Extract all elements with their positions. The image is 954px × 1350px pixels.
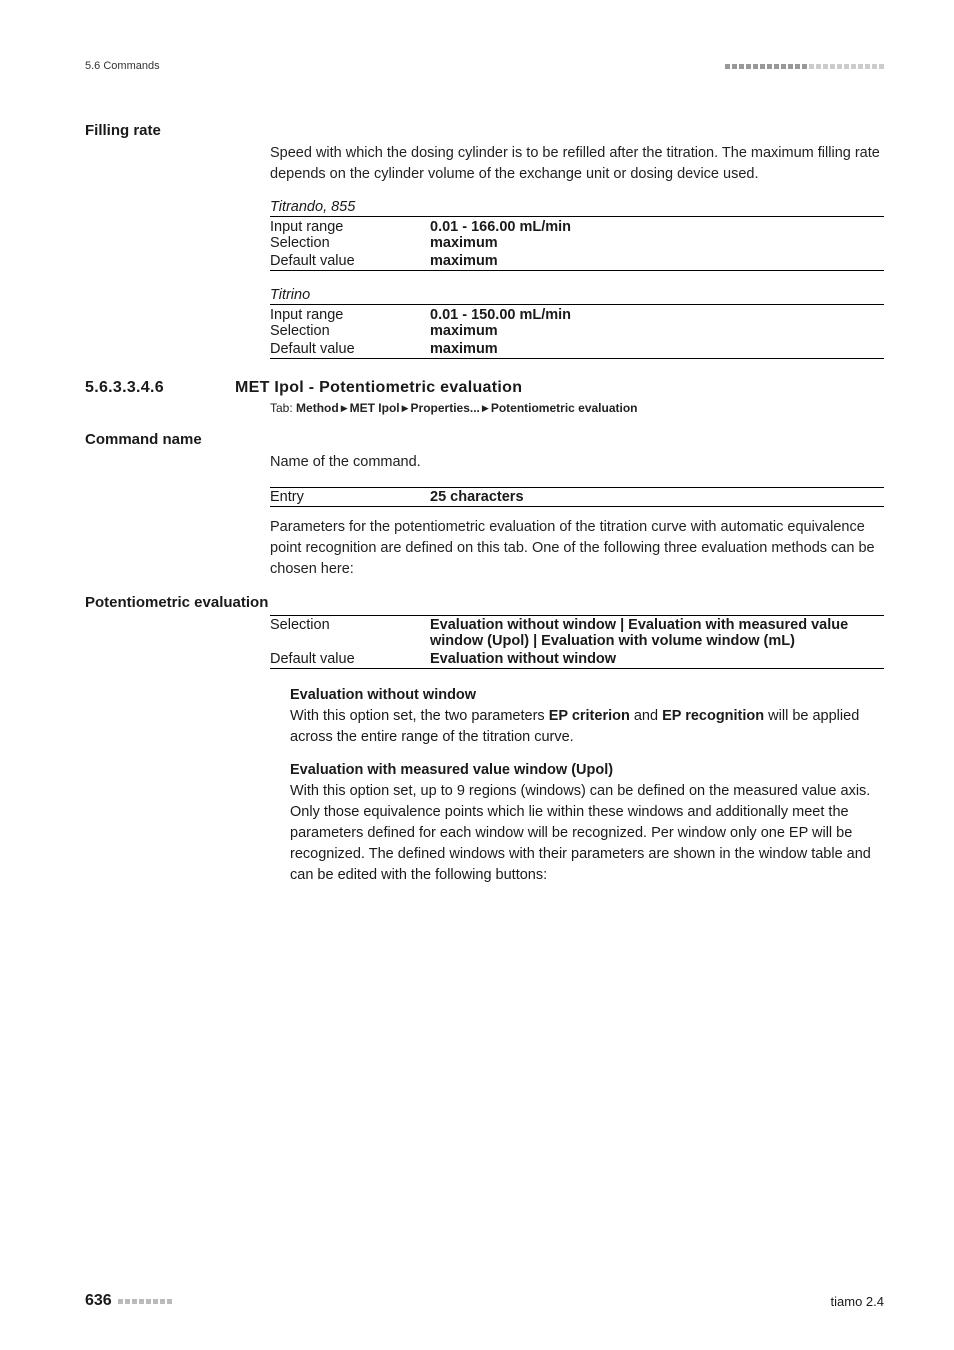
filling-rate-title: Filling rate xyxy=(85,122,884,139)
pot-eval-table: Selection Evaluation without window | Ev… xyxy=(270,615,884,669)
param-label: Input range xyxy=(270,307,430,323)
triangle-icon: ▶ xyxy=(480,403,491,413)
entry-label: Entry xyxy=(270,489,430,505)
subsection-number: 5.6.3.3.4.6 xyxy=(85,379,235,397)
tab-seg: Properties... xyxy=(411,401,480,415)
param-value: maximum xyxy=(430,323,498,339)
option-without-window: Evaluation without window With this opti… xyxy=(290,685,884,748)
command-name-title: Command name xyxy=(85,431,884,448)
param-value: 0.01 - 166.00 mL/min xyxy=(430,219,571,235)
header-section-ref: 5.6 Commands xyxy=(85,60,160,72)
command-name-para: Parameters for the potentiometric evalua… xyxy=(270,517,884,580)
default-value: Evaluation without window xyxy=(430,651,616,667)
footer-page: 636 xyxy=(85,1292,172,1310)
triangle-icon: ▶ xyxy=(400,403,411,413)
param-value: 0.01 - 150.00 mL/min xyxy=(430,307,571,323)
param-label: Input range xyxy=(270,219,430,235)
tab-seg: Method xyxy=(296,401,339,415)
option-text: With this option set, the two parameters… xyxy=(290,706,884,748)
default-label: Default value xyxy=(270,651,430,667)
filling-rate-desc: Speed with which the dosing cylinder is … xyxy=(270,143,884,185)
footer-product: tiamo 2.4 xyxy=(831,1294,884,1309)
triangle-icon: ▶ xyxy=(339,403,350,413)
param-value: maximum xyxy=(430,253,498,269)
footer-ornament xyxy=(118,1299,172,1304)
page-number: 636 xyxy=(85,1292,112,1310)
selection-value: Evaluation without window | Evaluation w… xyxy=(430,617,850,649)
ep-recognition: EP recognition xyxy=(662,708,764,724)
param-label: Default value xyxy=(270,253,430,269)
group-label: Titrino xyxy=(270,287,884,305)
tab-seg: MET Ipol xyxy=(350,401,400,415)
param-label: Selection xyxy=(270,235,430,251)
group-label: Titrando, 855 xyxy=(270,199,884,217)
option-title: Evaluation without window xyxy=(290,685,884,706)
tab-label: Tab: xyxy=(270,401,293,415)
txt: With this option set, the two parameters xyxy=(290,708,549,724)
option-measured-value-window: Evaluation with measured value window (U… xyxy=(290,760,884,886)
txt: and xyxy=(630,708,662,724)
selection-label: Selection xyxy=(270,617,430,649)
entry-value: 25 characters xyxy=(430,489,524,505)
pot-eval-title: Potentiometric evaluation xyxy=(85,594,884,611)
command-name-entry: Entry 25 characters xyxy=(270,487,884,507)
tab-path: Tab: Method▶MET Ipol▶Properties...▶Poten… xyxy=(270,401,884,415)
filling-rate-group-0: Titrando, 855 Input range 0.01 - 166.00 … xyxy=(270,199,884,271)
param-label: Selection xyxy=(270,323,430,339)
subsection-title: MET Ipol - Potentiometric evaluation xyxy=(235,379,522,397)
param-label: Default value xyxy=(270,341,430,357)
header-ornament xyxy=(725,64,884,69)
filling-rate-group-1: Titrino Input range 0.01 - 150.00 mL/min… xyxy=(270,287,884,359)
option-text: With this option set, up to 9 regions (w… xyxy=(290,781,884,886)
ep-criterion: EP criterion xyxy=(549,708,630,724)
tab-seg: Potentiometric evaluation xyxy=(491,401,638,415)
param-value: maximum xyxy=(430,341,498,357)
option-title: Evaluation with measured value window (U… xyxy=(290,760,884,781)
command-name-desc: Name of the command. xyxy=(270,452,884,473)
param-value: maximum xyxy=(430,235,498,251)
